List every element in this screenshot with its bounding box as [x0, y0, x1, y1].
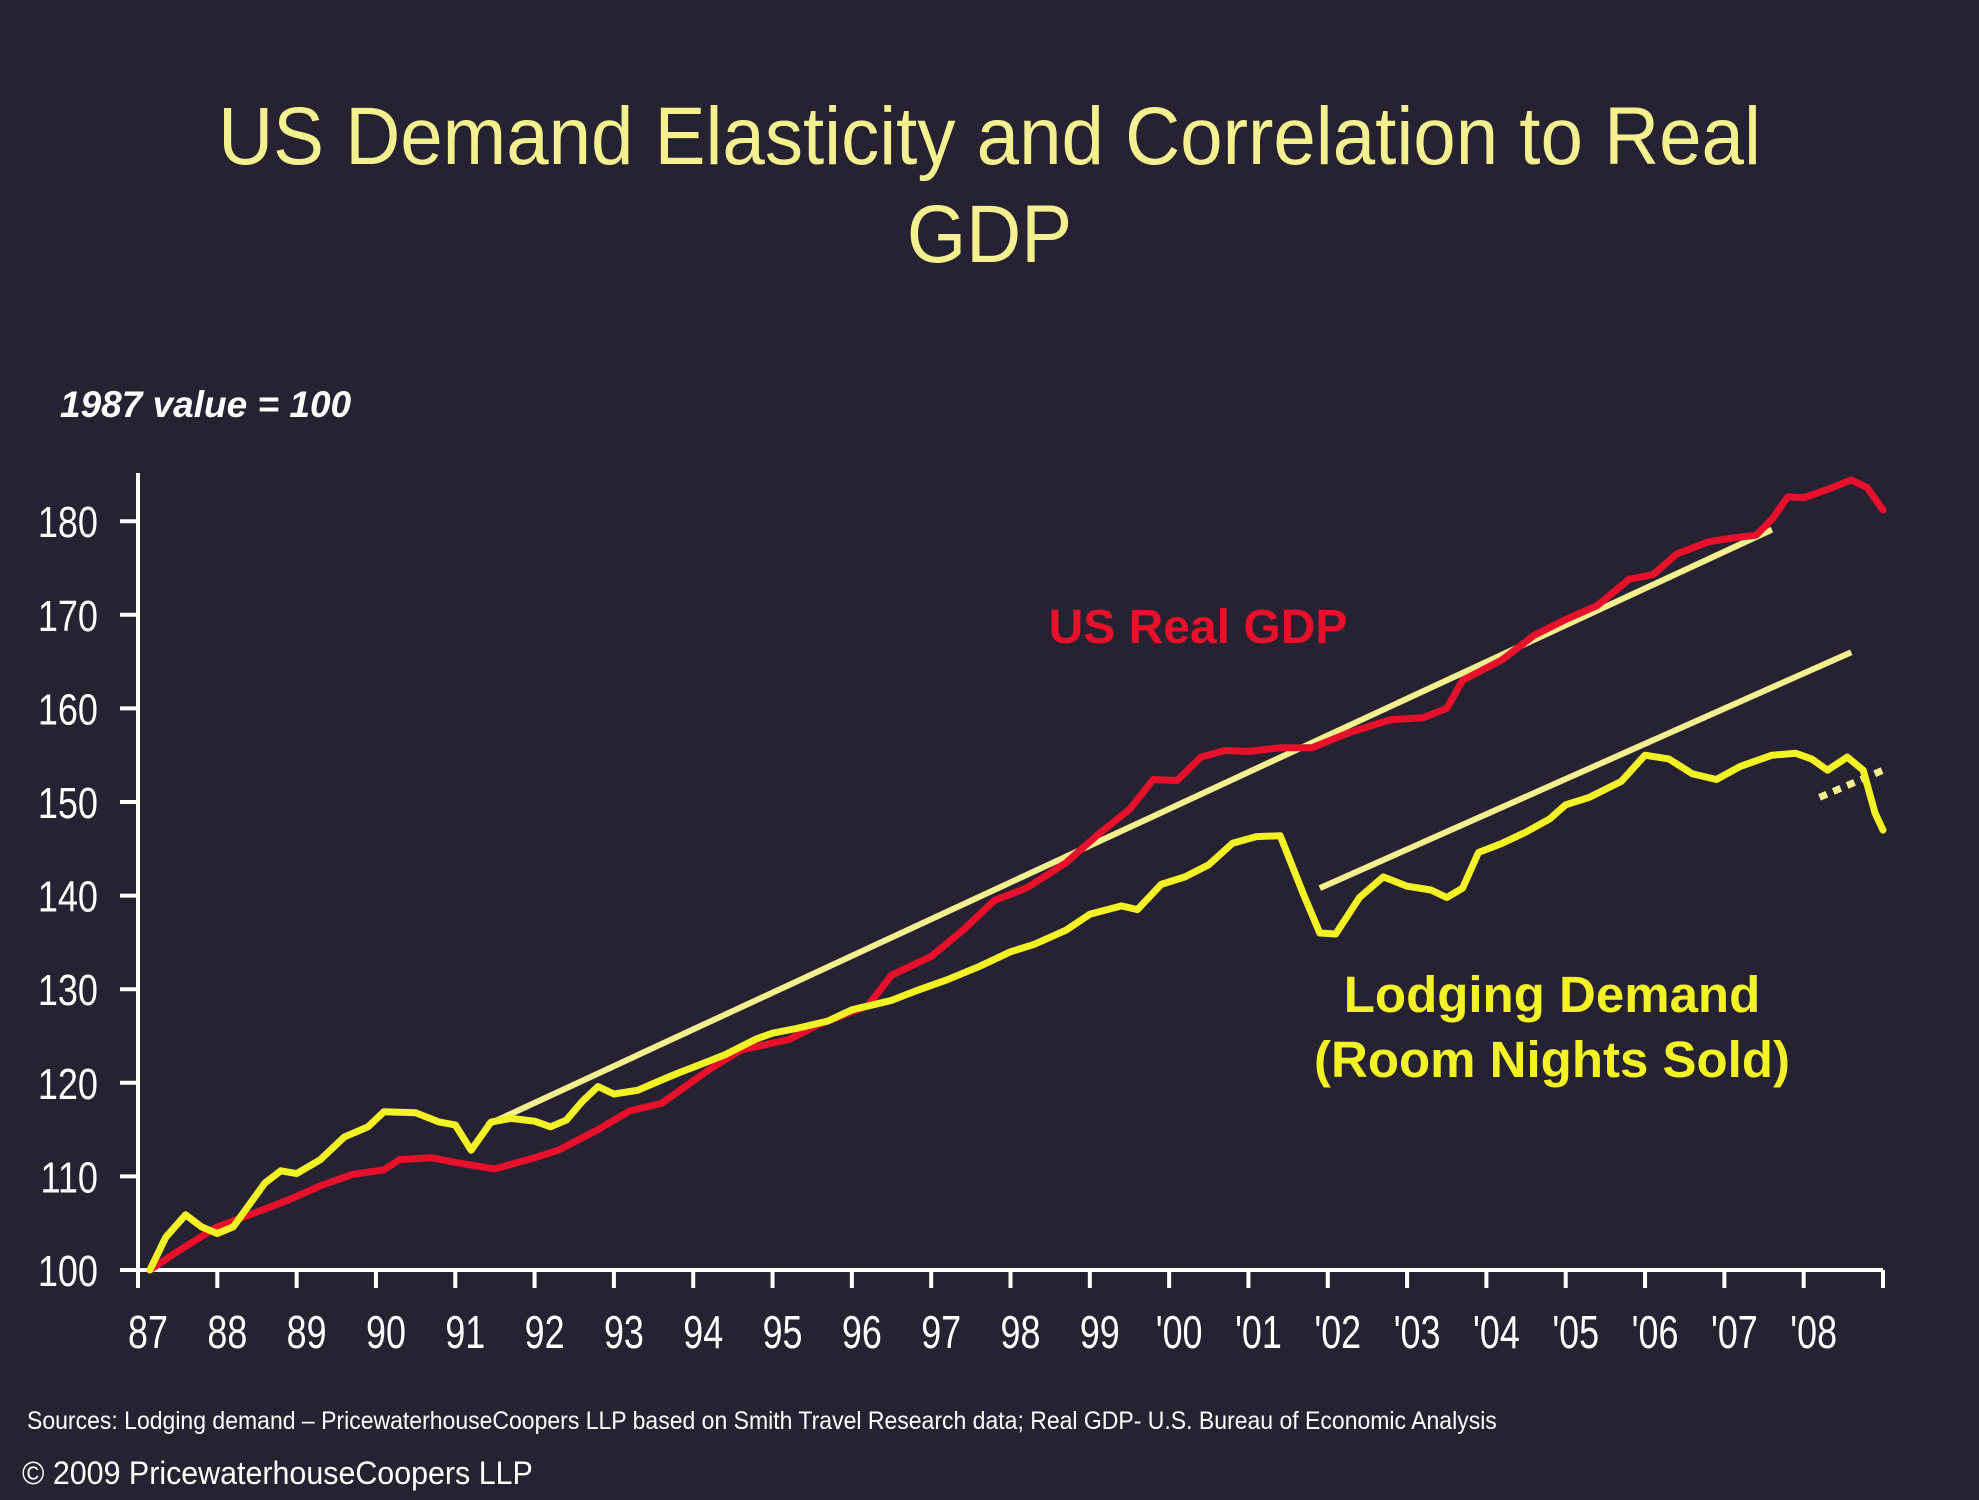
- x-tick-label: '05: [1552, 1307, 1599, 1358]
- x-tick-label: 99: [1080, 1307, 1120, 1358]
- x-tick-label: 96: [842, 1307, 882, 1358]
- series-label-lodging-line2: (Room Nights Sold): [1314, 1031, 1790, 1088]
- slide-title-line1: US Demand Elasticity and Correlation to …: [218, 91, 1761, 182]
- y-tick-label: 140: [38, 872, 98, 921]
- x-tick-label: 95: [763, 1307, 803, 1358]
- forecast-dotted-line: [1818, 766, 1885, 801]
- x-tick-label: 97: [921, 1307, 961, 1358]
- trend-line: [1318, 649, 1853, 891]
- x-tick-label: 93: [604, 1307, 644, 1358]
- y-tick-label: 120: [38, 1059, 98, 1108]
- x-tick-label: 91: [445, 1307, 485, 1358]
- gdp-series-line: [146, 476, 1887, 1274]
- x-tick-label: '01: [1235, 1307, 1282, 1358]
- sources-note: Sources: Lodging demand – Pricewaterhous…: [27, 1407, 1497, 1435]
- lodging-series-line: [146, 749, 1887, 1274]
- x-tick-label: 98: [1001, 1307, 1041, 1358]
- slide-title: US Demand Elasticity and Correlation to …: [69, 88, 1909, 284]
- x-tick-label: 92: [525, 1307, 565, 1358]
- series-lines: [146, 476, 1887, 1274]
- y-tick-label: 170: [38, 591, 98, 640]
- y-tick-label: 180: [38, 498, 98, 547]
- x-tick-label: '07: [1711, 1307, 1758, 1358]
- index-base-note: 1987 value = 100: [60, 384, 352, 425]
- x-tick-label: 89: [287, 1307, 327, 1358]
- y-tick-label: 110: [40, 1153, 98, 1202]
- x-tick-label: '06: [1632, 1307, 1679, 1358]
- copyright-note: © 2009 PricewaterhouseCoopers LLP: [22, 1455, 533, 1491]
- x-tick-label: 90: [366, 1307, 406, 1358]
- y-tick-label: 130: [38, 966, 98, 1015]
- x-tick-label: '02: [1314, 1307, 1361, 1358]
- slide-title-line2: GDP: [906, 189, 1073, 280]
- series-label-gdp: US Real GDP: [1049, 601, 1348, 654]
- x-tick-label: '04: [1473, 1307, 1520, 1358]
- x-tick-label: 87: [128, 1307, 168, 1358]
- x-tick-label: '08: [1790, 1307, 1837, 1358]
- y-tick-label: 150: [38, 779, 98, 828]
- y-tick-label: 160: [38, 685, 98, 734]
- trend-line: [485, 526, 1774, 1128]
- trend-lines: [485, 526, 1885, 1128]
- x-tick-label: 88: [207, 1307, 247, 1358]
- x-tick-label: '00: [1156, 1307, 1203, 1358]
- x-tick-label: 94: [683, 1307, 723, 1358]
- series-label-lodging-line1: Lodging Demand: [1344, 966, 1760, 1023]
- axes: 100 110 120 130 140 150 160 170 180 87 88 89 90 91 92 9…: [38, 473, 1885, 1358]
- y-tick-label: 100: [38, 1247, 98, 1296]
- x-tick-label: '03: [1394, 1307, 1441, 1358]
